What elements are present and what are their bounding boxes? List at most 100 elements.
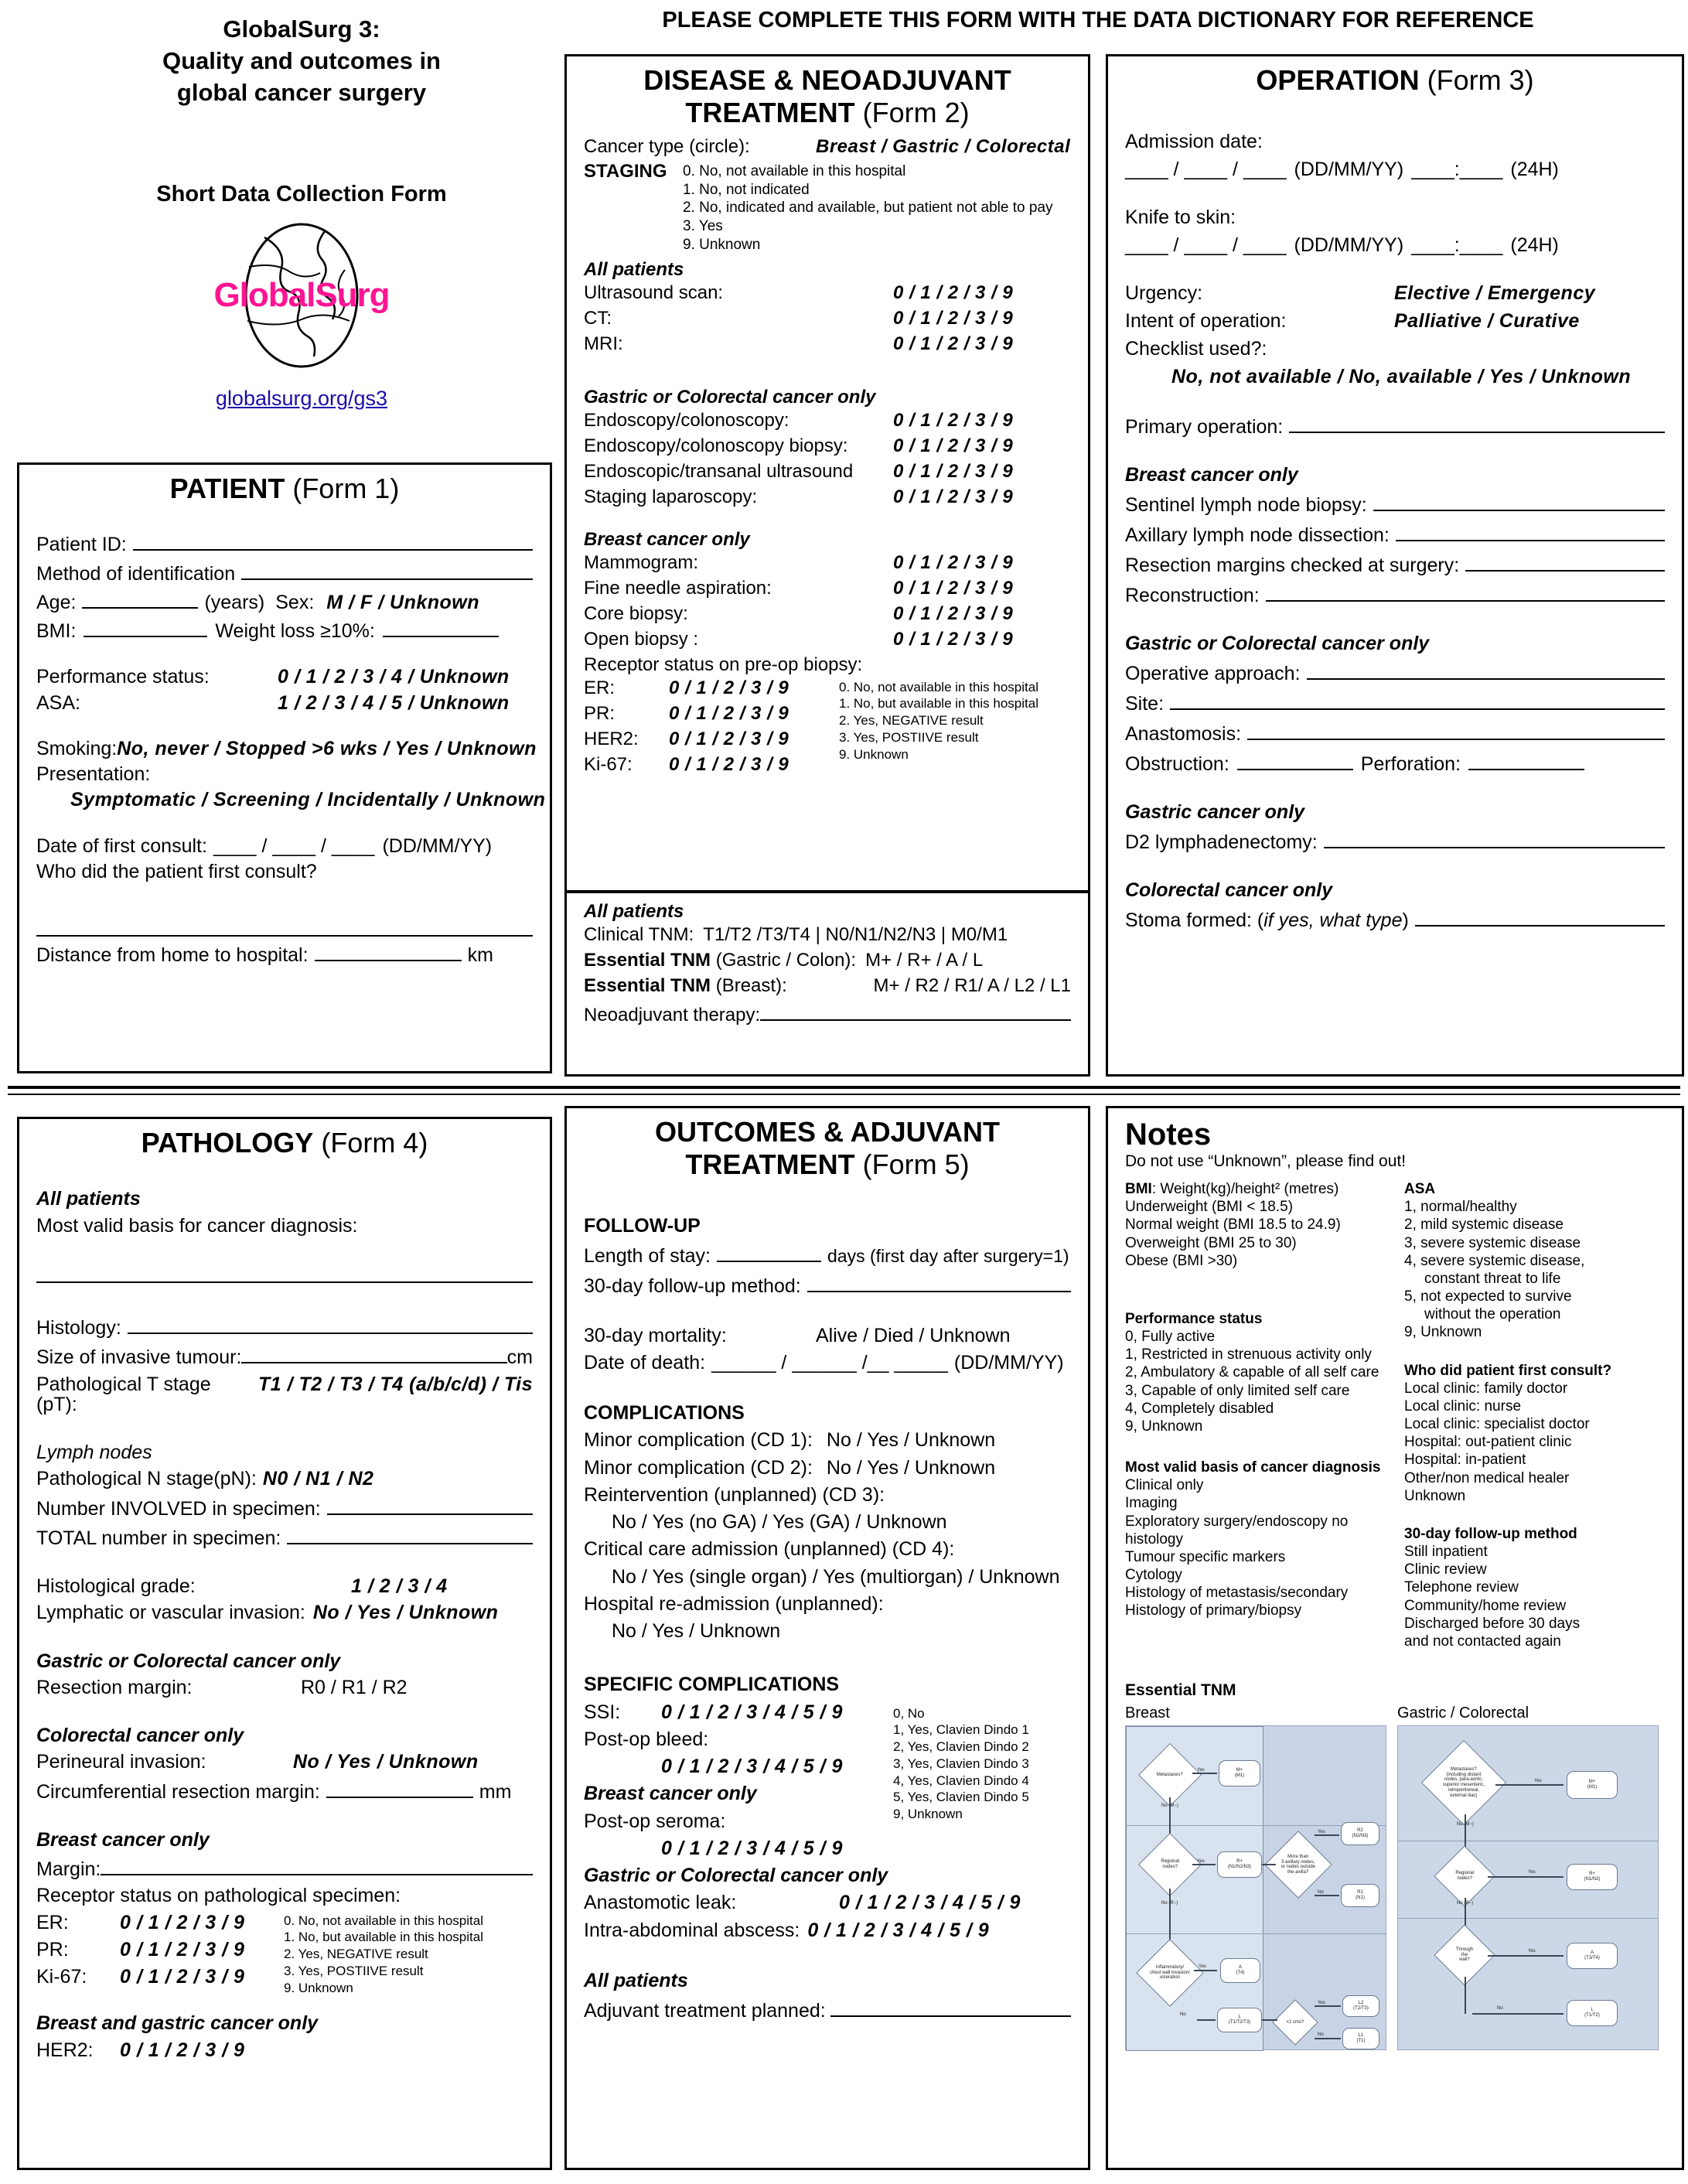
adjuvant-row[interactable]: Adjuvant treatment planned:: [584, 1998, 1071, 2021]
histology-row[interactable]: Histology:: [36, 1315, 533, 1338]
d2-lymphadenectomy-row[interactable]: D2 lymphadenectomy:: [1125, 829, 1665, 853]
abscess-row[interactable]: Intra-abdominal abscess: 0 / 1 / 2 / 3 /…: [584, 1920, 1071, 1940]
gc-operation-row-2[interactable]: Anastomosis:: [1125, 721, 1665, 745]
tumour-size-row[interactable]: Size of invasive tumour: cm: [36, 1344, 533, 1368]
cancer-type-row[interactable]: Cancer type (circle): Breast / Gastric /…: [584, 135, 1071, 157]
essential-tnm-gastric-colon-row[interactable]: Essential TNM (Gastric / Colon): M+ / R+…: [584, 951, 1071, 970]
admission-time-input[interactable]: ____:____: [1411, 159, 1503, 181]
breast-investigation-row-3[interactable]: Open biopsy : 0 / 1 / 2 / 3 / 9: [584, 630, 1071, 649]
postop-seroma-options[interactable]: 0 / 1 / 2 / 3 / 4 / 5 / 9: [661, 1837, 843, 1859]
distance-row[interactable]: Distance from home to hospital: km: [36, 942, 533, 966]
asa-options[interactable]: 1 / 2 / 3 / 4 / 5 / Unknown: [278, 691, 510, 714]
performance-status-options[interactable]: 0 / 1 / 2 / 3 / 4 / Unknown: [278, 666, 510, 688]
all-patients-investigation-options-0[interactable]: 0 / 1 / 2 / 3 / 9: [893, 282, 1014, 303]
globalsurg-url-link[interactable]: globalsurg.org/gs3: [215, 387, 388, 410]
ssi-options[interactable]: 0 / 1 / 2 / 3 / 4 / 5 / 9: [661, 1701, 843, 1723]
anastomotic-leak-row[interactable]: Anastomotic leak: 0 / 1 / 2 / 3 / 4 / 5 …: [584, 1892, 1071, 1913]
lvi-options[interactable]: No / Yes / Unknown: [312, 1602, 499, 1624]
breast-investigation-row-2[interactable]: Core biopsy: 0 / 1 / 2 / 3 / 9: [584, 602, 1071, 624]
obstruction-perforation-row[interactable]: Obstruction: Perforation:: [1125, 751, 1665, 775]
nodes-total-input[interactable]: [287, 1525, 533, 1544]
who-first-consult-input[interactable]: [36, 917, 533, 937]
breast-investigation-options-1[interactable]: 0 / 1 / 2 / 3 / 9: [893, 577, 1014, 599]
gc-operation-row-0[interactable]: Operative approach:: [1125, 660, 1665, 684]
cd1-row[interactable]: Minor complication (CD 1): No / Yes / Un…: [584, 1430, 1071, 1451]
cd2-row[interactable]: Minor complication (CD 2): No / Yes / Un…: [584, 1457, 1071, 1478]
breast-operation-row-1[interactable]: Axillary lymph node dissection:: [1125, 522, 1665, 546]
most-valid-basis-input[interactable]: [36, 1264, 533, 1283]
receptor-preop-row-3[interactable]: Ki-67: 0 / 1 / 2 / 3 / 9: [584, 755, 839, 774]
primary-operation-input[interactable]: [1289, 414, 1665, 434]
asa-row[interactable]: ASA: 1 / 2 / 3 / 4 / 5 / Unknown: [36, 691, 533, 714]
perforation-input[interactable]: [1468, 751, 1585, 771]
nodes-total-row[interactable]: TOTAL number in specimen:: [36, 1525, 533, 1548]
all-patients-investigation-row-0[interactable]: Ultrasound scan: 0 / 1 / 2 / 3 / 9: [584, 282, 1071, 303]
intent-row[interactable]: Intent of operation: Palliative / Curati…: [1125, 310, 1665, 332]
stoma-row[interactable]: Stoma formed: (if yes, what type): [1125, 907, 1665, 931]
method-identification-row[interactable]: Method of identification: [36, 561, 533, 584]
primary-operation-row[interactable]: Primary operation:: [1125, 414, 1665, 438]
essential-tnm-breast-row[interactable]: Essential TNM (Breast): M+ / R2 / R1/ A …: [584, 977, 1071, 995]
presentation-options-row[interactable]: Symptomatic / Screening / Incidentally /…: [36, 790, 545, 810]
first-consult-date-input[interactable]: ____ / ____ / ____: [213, 834, 375, 857]
weight-loss-input[interactable]: [382, 618, 499, 638]
gc-investigation-options-3[interactable]: 0 / 1 / 2 / 3 / 9: [893, 486, 1014, 507]
abscess-options[interactable]: 0 / 1 / 2 / 3 / 4 / 5 / 9: [807, 1919, 990, 1941]
age-input[interactable]: [82, 589, 199, 609]
bmi-input[interactable]: [84, 618, 208, 638]
smoking-row[interactable]: Smoking: No, never / Stopped >6 wks / Ye…: [36, 739, 536, 759]
gc-investigation-row-0[interactable]: Endoscopy/colonoscopy: 0 / 1 / 2 / 3 / 9: [584, 411, 1071, 430]
breast-operation-input-3[interactable]: [1265, 582, 1665, 602]
receptor-pathological-options-0[interactable]: 0 / 1 / 2 / 3 / 9: [120, 1911, 245, 1933]
adjuvant-input[interactable]: [830, 1998, 1071, 2018]
gc-operation-input-0[interactable]: [1306, 660, 1665, 681]
checklist-options[interactable]: No, not available / No, available / Yes …: [1171, 366, 1632, 388]
who-first-consult-answer-row[interactable]: [36, 917, 533, 937]
receptor-preop-row-0[interactable]: ER: 0 / 1 / 2 / 3 / 9: [584, 678, 839, 698]
anastomotic-leak-options[interactable]: 0 / 1 / 2 / 3 / 4 / 5 / 9: [839, 1892, 1021, 1914]
receptor-pathological-options-1[interactable]: 0 / 1 / 2 / 3 / 9: [120, 1938, 245, 1960]
gc-investigation-options-0[interactable]: 0 / 1 / 2 / 3 / 9: [893, 409, 1014, 431]
histology-input[interactable]: [127, 1315, 533, 1335]
age-sex-row[interactable]: Age: (years) Sex: M / F / Unknown: [36, 589, 533, 613]
death-date-row[interactable]: Date of death: ______ / ______ /__ _____…: [584, 1351, 1071, 1374]
gc-investigation-row-3[interactable]: Staging laparoscopy: 0 / 1 / 2 / 3 / 9: [584, 486, 1071, 507]
gc-operation-row-1[interactable]: Site:: [1125, 691, 1665, 715]
essential-tnm-breast-options[interactable]: M+ / R2 / R1/ A / L2 / L1: [873, 975, 1071, 996]
length-of-stay-input[interactable]: [717, 1243, 822, 1263]
clinical-tnm-row[interactable]: Clinical TNM: T1/T2 /T3/T4 | N0/N1/N2/N3…: [584, 926, 1071, 944]
histological-grade-row[interactable]: Histological grade: 1 / 2 / 3 / 4: [36, 1576, 533, 1597]
postop-bleed-options[interactable]: 0 / 1 / 2 / 3 / 4 / 5 / 9: [661, 1756, 843, 1778]
breast-operation-input-1[interactable]: [1395, 522, 1665, 542]
breast-investigation-options-0[interactable]: 0 / 1 / 2 / 3 / 9: [893, 551, 1014, 573]
cancer-type-options[interactable]: Breast / Gastric / Colorectal: [816, 135, 1071, 157]
all-patients-investigation-options-1[interactable]: 0 / 1 / 2 / 3 / 9: [893, 307, 1014, 329]
distance-input[interactable]: [314, 942, 462, 962]
receptor-pathological-row-0[interactable]: ER: 0 / 1 / 2 / 3 / 9: [36, 1911, 284, 1933]
receptor-pathological-options-2[interactable]: 0 / 1 / 2 / 3 / 9: [120, 1966, 245, 1988]
receptor-preop-options-1[interactable]: 0 / 1 / 2 / 3 / 9: [669, 702, 789, 724]
breast-operation-row-3[interactable]: Reconstruction:: [1125, 582, 1665, 606]
breast-investigation-options-3[interactable]: 0 / 1 / 2 / 3 / 9: [893, 628, 1014, 650]
all-patients-investigation-options-2[interactable]: 0 / 1 / 2 / 3 / 9: [893, 333, 1014, 354]
gc-operation-input-1[interactable]: [1170, 691, 1665, 711]
obstruction-input[interactable]: [1236, 751, 1353, 771]
admission-date-row[interactable]: ____ / ____ / ____ (DD/MM/YY) ____:____ …: [1125, 159, 1665, 180]
receptor-preop-row-2[interactable]: HER2: 0 / 1 / 2 / 3 / 9: [584, 729, 839, 749]
margin-input[interactable]: [101, 1856, 533, 1876]
breast-investigation-options-2[interactable]: 0 / 1 / 2 / 3 / 9: [893, 602, 1014, 624]
lvi-row[interactable]: Lymphatic or vascular invasion: No / Yes…: [36, 1602, 533, 1623]
pt-stage-row[interactable]: Pathological T stage (pT): T1 / T2 / T3 …: [36, 1374, 533, 1415]
knife-time-input[interactable]: ____:____: [1411, 234, 1503, 257]
death-date-input[interactable]: ______ / ______ /__ _____: [711, 1351, 948, 1374]
her2-row[interactable]: HER2: 0 / 1 / 2 / 3 / 9: [36, 2039, 533, 2060]
margin-row[interactable]: Margin:: [36, 1856, 533, 1879]
first-consult-date-row[interactable]: Date of first consult: ____ / ____ / ___…: [36, 834, 533, 857]
nodes-involved-input[interactable]: [326, 1496, 533, 1515]
breast-operation-input-2[interactable]: [1465, 552, 1665, 572]
gc-investigation-row-1[interactable]: Endoscopy/colonoscopy biopsy: 0 / 1 / 2 /…: [584, 436, 1071, 456]
all-patients-investigation-row-1[interactable]: CT: 0 / 1 / 2 / 3 / 9: [584, 309, 1071, 328]
urgency-options[interactable]: Elective / Emergency: [1394, 282, 1596, 305]
sex-options[interactable]: M / F / Unknown: [326, 591, 480, 613]
receptor-pathological-row-2[interactable]: Ki-67: 0 / 1 / 2 / 3 / 9: [36, 1966, 284, 1988]
